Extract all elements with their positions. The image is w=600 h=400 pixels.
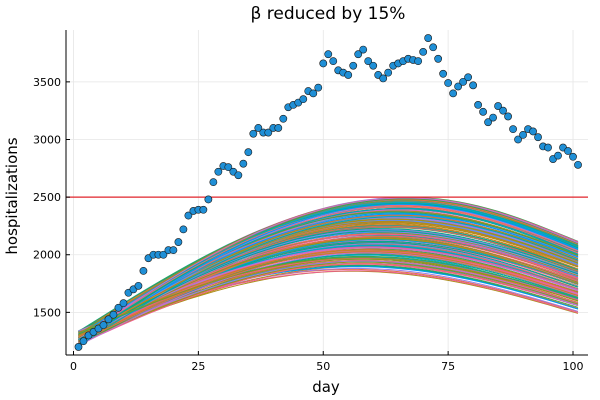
y-tick-label: 3500	[33, 76, 61, 89]
observed-point	[249, 129, 258, 138]
observed-point	[104, 315, 113, 324]
observed-point	[74, 343, 83, 351]
observed-point	[324, 50, 333, 59]
observed-point	[159, 250, 168, 259]
observed-point	[274, 124, 283, 132]
x-tick-label: 75	[441, 360, 455, 373]
ensemble-curve	[78, 257, 579, 334]
observed-point	[359, 45, 368, 54]
observed-point	[239, 159, 248, 168]
observed-point	[574, 160, 582, 169]
observed-point	[254, 124, 263, 132]
observed-point	[134, 281, 143, 290]
observed-point	[529, 127, 537, 136]
observed-point	[499, 106, 507, 115]
y-axis-label: hospitalizations	[3, 137, 21, 254]
observed-point	[309, 89, 318, 98]
observed-point	[119, 299, 128, 308]
observed-point	[569, 152, 577, 161]
ensemble-curve	[78, 270, 579, 333]
ensemble-curve	[78, 203, 579, 346]
ensemble-curve	[78, 252, 579, 347]
observed-point	[354, 50, 363, 59]
observed-point	[459, 77, 468, 86]
observed-point	[424, 34, 433, 42]
observed-point	[509, 125, 517, 134]
observed-point	[554, 151, 562, 160]
ensemble-curve	[78, 251, 579, 343]
observed-point	[429, 43, 438, 52]
observed-point	[484, 118, 492, 127]
y-tick-label: 2000	[33, 249, 61, 262]
observed-point	[179, 225, 188, 234]
observed-point	[379, 74, 388, 83]
observed-point	[504, 112, 512, 121]
observed-point	[79, 337, 88, 346]
observed-point	[469, 81, 478, 90]
ensemble-curve	[78, 220, 579, 342]
ensemble-curve	[78, 230, 579, 340]
observed-point	[264, 128, 273, 137]
observed-point	[234, 171, 243, 180]
observed-point	[369, 61, 378, 70]
observed-point	[314, 83, 323, 92]
observed-point	[279, 114, 288, 123]
axes	[65, 30, 588, 356]
ensemble-curves	[78, 196, 579, 347]
chart-title: β reduced by 15%	[251, 4, 406, 24]
observed-point	[519, 130, 527, 139]
ensemble-curve	[78, 197, 579, 340]
x-axis-label: day	[312, 378, 340, 396]
observed-point	[214, 167, 223, 176]
observed-point	[564, 147, 572, 155]
observed-point	[444, 79, 453, 87]
observed-point	[174, 238, 183, 246]
observed-point	[114, 303, 123, 312]
observed-point	[449, 89, 458, 98]
observed-point	[329, 57, 338, 66]
observed-point	[169, 246, 178, 255]
observed-point	[479, 107, 488, 116]
observed-point	[184, 211, 193, 220]
observed-point	[99, 321, 108, 329]
observed-point	[454, 82, 463, 91]
observed-points	[74, 34, 582, 351]
observed-point	[384, 68, 393, 77]
x-tick-label: 25	[191, 360, 205, 373]
tick-labels: 0 25 50 75 100 1500 2000 2500 3000 3500	[33, 76, 584, 373]
observed-point	[364, 57, 373, 66]
ensemble-curve	[78, 261, 579, 344]
x-tick-label: 0	[70, 360, 77, 373]
observed-point	[344, 71, 353, 79]
observed-point	[109, 310, 118, 319]
observed-point	[209, 178, 218, 187]
observed-point	[139, 266, 148, 275]
observed-point	[299, 95, 308, 104]
observed-point	[494, 102, 502, 110]
observed-point	[544, 143, 552, 152]
observed-point	[319, 59, 328, 68]
observed-point	[204, 195, 213, 204]
observed-point	[419, 47, 428, 56]
x-tick-label: 100	[563, 360, 584, 373]
y-tick-label: 3000	[33, 133, 61, 146]
observed-point	[244, 148, 253, 157]
observed-point	[439, 69, 448, 78]
y-tick-label: 2500	[33, 191, 61, 204]
observed-point	[349, 61, 358, 70]
observed-point	[534, 133, 542, 142]
ensemble-curve	[78, 249, 579, 337]
y-tick-label: 1500	[33, 306, 61, 319]
observed-point	[434, 54, 443, 63]
observed-point	[414, 57, 423, 66]
observed-point	[489, 113, 497, 122]
ensemble-curve	[78, 237, 579, 339]
observed-point	[464, 73, 473, 82]
observed-point	[224, 163, 233, 172]
x-tick-label: 50	[316, 360, 330, 373]
observed-point	[474, 101, 483, 109]
observed-point	[514, 135, 522, 144]
observed-point	[199, 205, 208, 214]
